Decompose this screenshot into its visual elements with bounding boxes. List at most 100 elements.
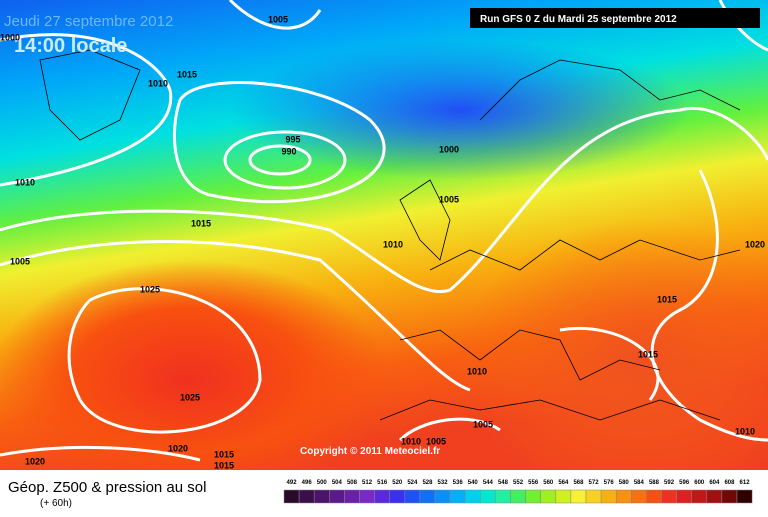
legend-label: 612 bbox=[740, 480, 751, 486]
legend-label: 572 bbox=[589, 480, 600, 486]
legend-label: 600 bbox=[694, 480, 705, 486]
isobar-label: 1020 bbox=[168, 443, 188, 453]
isobar-label: 1005 bbox=[10, 256, 30, 266]
legend-label: 564 bbox=[558, 480, 569, 486]
isobar-label: 1010 bbox=[15, 177, 35, 187]
legend-swatch bbox=[283, 489, 300, 504]
legend-swatch bbox=[495, 489, 511, 504]
isobar-label: 1005 bbox=[268, 14, 288, 24]
isobar-label: 1015 bbox=[214, 460, 234, 470]
legend-swatch bbox=[404, 489, 421, 504]
isobar-label: 1005 bbox=[473, 419, 493, 429]
legend-swatch bbox=[600, 489, 617, 504]
isobar-label: 1015 bbox=[191, 218, 211, 228]
isobar-label: 990 bbox=[281, 146, 296, 156]
legend-label: 568 bbox=[573, 480, 584, 486]
legend-label: 580 bbox=[619, 480, 630, 486]
run-box bbox=[470, 8, 760, 28]
isobar-label: 1010 bbox=[401, 436, 421, 446]
footer-title: Géop. Z500 & pression au sol bbox=[8, 479, 206, 496]
legend-swatch bbox=[389, 489, 406, 504]
legend-swatch bbox=[298, 489, 315, 504]
legend-label: 512 bbox=[362, 480, 373, 486]
isobar-label: 1025 bbox=[140, 284, 160, 294]
isobar-label: 1010 bbox=[383, 239, 403, 249]
isobar-label: 1005 bbox=[439, 194, 459, 204]
warm-area bbox=[460, 220, 768, 500]
isobar-label: 1015 bbox=[638, 349, 658, 359]
legend-label: 576 bbox=[604, 480, 615, 486]
legend-label: 496 bbox=[302, 480, 313, 486]
run: Run GFS 0 Z du Mardi 25 septembre 2012 bbox=[480, 14, 677, 25]
legend-swatch bbox=[464, 489, 481, 504]
legend-label: 536 bbox=[453, 480, 464, 486]
legend-label: 524 bbox=[407, 480, 418, 486]
legend-label: 508 bbox=[347, 480, 358, 486]
isobar-label: 1005 bbox=[426, 436, 446, 446]
isobar-label: 1015 bbox=[657, 294, 677, 304]
time: 14:00 locale bbox=[14, 35, 127, 57]
legend-swatch bbox=[480, 489, 496, 504]
legend-swatch bbox=[736, 489, 753, 504]
legend-swatch bbox=[585, 489, 602, 504]
legend-label: 492 bbox=[287, 480, 298, 486]
legend-swatch bbox=[721, 489, 738, 504]
legend-label: 504 bbox=[332, 480, 343, 486]
legend-label: 540 bbox=[468, 480, 479, 486]
legend-swatch bbox=[313, 489, 330, 504]
legend-swatch bbox=[525, 489, 541, 504]
coastlines bbox=[39, 49, 741, 421]
legend-label: 608 bbox=[724, 480, 735, 486]
legend-label: 556 bbox=[528, 480, 539, 486]
legend-swatch bbox=[449, 489, 466, 504]
isobar-labels: 1000 1005 1015 1010 995 990 1000 1010 1005 1015 10… bbox=[0, 14, 765, 470]
legend-swatch bbox=[631, 489, 647, 504]
legend: 492 496 500 504 508 512 516 520 524 528 532 536 540 5… bbox=[283, 480, 753, 504]
low-area bbox=[230, 40, 690, 180]
legend-label: 588 bbox=[649, 480, 660, 486]
legend-swatch bbox=[570, 489, 587, 504]
isobar-label: 1020 bbox=[25, 456, 45, 466]
legend-swatch bbox=[691, 489, 708, 504]
legend-label: 584 bbox=[634, 480, 645, 486]
legend-swatch bbox=[706, 489, 723, 504]
legend-label: 596 bbox=[679, 480, 690, 486]
legend-label: 604 bbox=[709, 480, 720, 486]
legend-label: 520 bbox=[392, 480, 403, 486]
isobar-label: 1010 bbox=[148, 78, 168, 88]
high-area bbox=[0, 260, 390, 500]
legend-swatch bbox=[615, 489, 632, 504]
legend-swatch bbox=[510, 489, 526, 504]
legend-label: 528 bbox=[422, 480, 433, 486]
isobar-label: 995 bbox=[285, 134, 300, 144]
legend-swatch bbox=[540, 489, 557, 504]
legend-label: 552 bbox=[513, 480, 524, 486]
copyright: Copyright © 2011 Meteociel.fr bbox=[300, 446, 440, 457]
legend-swatch bbox=[676, 489, 692, 504]
isobar-label: 1000 bbox=[439, 144, 459, 154]
legend-label: 544 bbox=[483, 480, 494, 486]
legend-label: 548 bbox=[498, 480, 509, 486]
legend-swatch bbox=[555, 489, 572, 504]
legend-swatch bbox=[344, 489, 360, 504]
legend-label: 592 bbox=[664, 480, 675, 486]
isobar-label: 1015 bbox=[177, 69, 197, 79]
legend-label: 532 bbox=[438, 480, 449, 486]
date: Jeudi 27 septembre 2012 bbox=[4, 13, 173, 30]
legend-swatch bbox=[419, 489, 436, 504]
legend-swatch bbox=[661, 489, 677, 504]
isobar-label: 1010 bbox=[467, 366, 487, 376]
legend-label: 516 bbox=[377, 480, 388, 486]
legend-swatch bbox=[434, 489, 451, 504]
footer-lead: (+ 60h) bbox=[40, 498, 72, 509]
legend-label: 500 bbox=[317, 480, 328, 486]
isobar-label: 1020 bbox=[745, 239, 765, 249]
isobar-label: 1000 bbox=[0, 32, 20, 42]
map: Jeudi 27 septembre 2012 14:00 locale Run… bbox=[0, 0, 768, 500]
legend-swatch bbox=[329, 489, 345, 504]
legend-swatch bbox=[374, 489, 390, 504]
isobars bbox=[0, 0, 768, 460]
isobar-label: 1025 bbox=[180, 392, 200, 402]
legend-swatch bbox=[359, 489, 375, 504]
